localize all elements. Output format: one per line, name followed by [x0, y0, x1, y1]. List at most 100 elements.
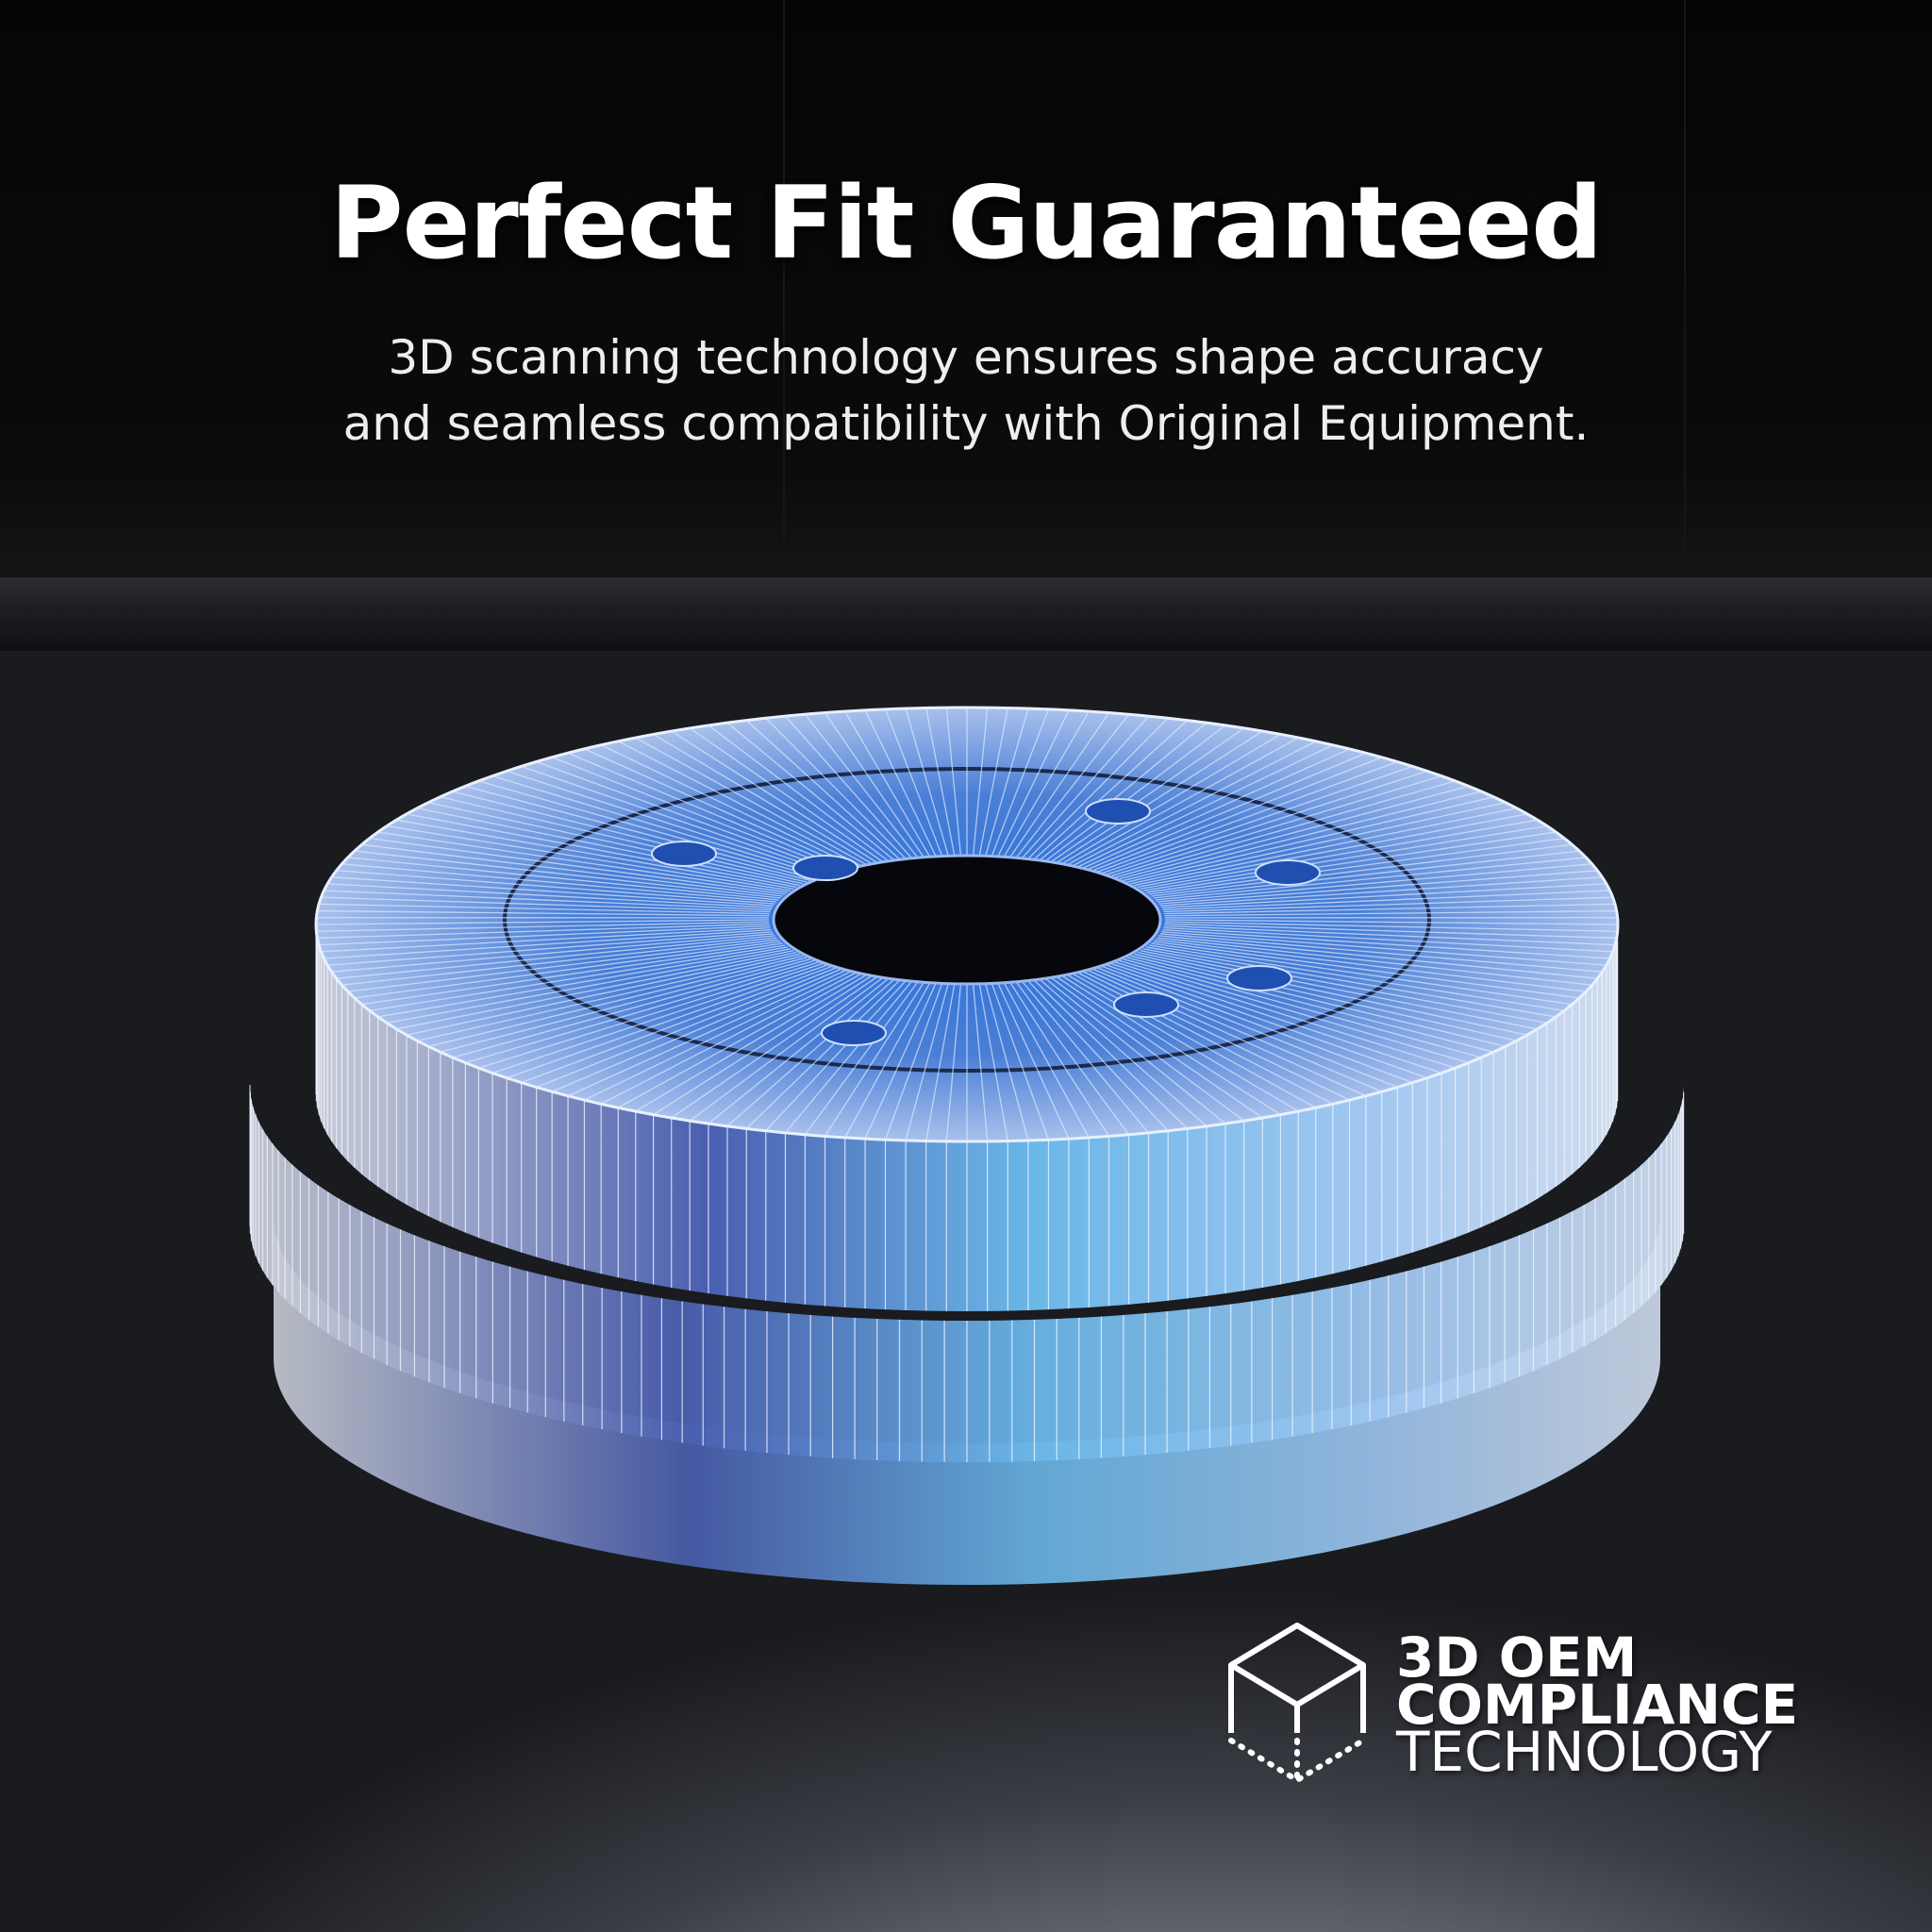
radial-wire [600, 744, 857, 868]
radial-wire [354, 850, 781, 899]
radial-wire [440, 957, 808, 1053]
radial-wire [331, 876, 774, 907]
radial-wire [745, 979, 901, 1129]
radial-wire [905, 983, 949, 1141]
radial-wire [1083, 748, 1350, 869]
radial-wire [1015, 981, 1130, 1136]
radial-wire [1102, 765, 1413, 874]
radial-wire [341, 937, 777, 986]
headline-subtitle-line1: 3D scanning technology ensures shape acc… [388, 330, 1544, 385]
radial-wire [1107, 964, 1428, 1079]
radial-wire [1097, 760, 1398, 873]
radial-wire [491, 962, 824, 1074]
lower-flange [250, 1085, 1684, 1462]
radial-wire [406, 951, 797, 1036]
radial-wire [1148, 944, 1565, 1011]
radial-wire [396, 819, 794, 890]
radial-wire [1115, 961, 1456, 1069]
radial-wire [324, 890, 772, 911]
radial-wire [354, 941, 781, 999]
radial-wire [745, 720, 901, 860]
radial-wire [1164, 924, 1615, 946]
radial-wire [369, 838, 786, 895]
radial-wire [567, 752, 846, 870]
radial-wire [369, 944, 786, 1011]
bolt-hole [792, 855, 858, 881]
radial-wire [1126, 957, 1494, 1053]
radial-wire [1033, 979, 1189, 1129]
radial-wire [1143, 824, 1547, 891]
radial-wire [1155, 857, 1587, 901]
radial-wire [1110, 962, 1442, 1074]
radial-wire [884, 983, 943, 1141]
radial-wire [905, 708, 949, 857]
radial-wire [765, 980, 907, 1132]
radial-wire [417, 808, 800, 887]
radial-wire [844, 982, 931, 1139]
radial-wire [521, 765, 832, 874]
radial-wire [1039, 722, 1208, 861]
radial-wire [991, 983, 1050, 1141]
radial-wire [336, 935, 775, 979]
radial-wire [617, 741, 861, 867]
wireframe-cube-icon [1228, 1623, 1366, 1783]
radial-wire [465, 785, 815, 880]
radial-wire [1044, 977, 1226, 1124]
radial-wire [1123, 791, 1482, 881]
radial-wire [551, 757, 841, 872]
radial-wire [1140, 950, 1538, 1030]
radial-wire [985, 983, 1029, 1141]
radial-wire [945, 708, 962, 857]
radial-wire [1153, 850, 1580, 899]
radial-wire [387, 824, 791, 891]
radial-wire [341, 863, 777, 903]
radial-wire [315, 919, 770, 925]
radial-wire [1157, 937, 1592, 986]
radial-wire [1163, 926, 1613, 953]
radial-wire [1145, 946, 1557, 1018]
radial-wire [1123, 958, 1482, 1058]
radial-wire [1061, 975, 1281, 1116]
radial-wire [1092, 968, 1383, 1092]
radial-wire [506, 964, 827, 1079]
radial-wire [726, 722, 895, 861]
radial-wire [584, 971, 851, 1101]
radial-wire [671, 730, 878, 863]
radial-wire [1027, 717, 1169, 859]
radial-wire [689, 727, 883, 863]
radial-wire [1073, 973, 1317, 1108]
radial-wire [331, 933, 774, 973]
dark-backdrop [0, 0, 1932, 580]
radial-wire [1161, 883, 1607, 908]
radial-wire [1110, 774, 1442, 877]
radial-wire [824, 712, 924, 858]
radial-wire [396, 950, 794, 1030]
radial-wire [1158, 870, 1598, 905]
radial-wire [1027, 980, 1169, 1132]
radial-wire [347, 857, 779, 901]
radial-wire [319, 924, 770, 946]
radial-wire [584, 748, 851, 869]
radial-wire [417, 953, 800, 1041]
radial-wire [972, 708, 989, 857]
radial-wire [1056, 730, 1263, 863]
radial-wire [1151, 942, 1573, 1006]
headline-subtitle-line2: and seamless compatibility with Original… [342, 396, 1590, 451]
radial-wire [506, 770, 827, 875]
radial-wire [536, 967, 837, 1089]
radial-wire [319, 903, 770, 915]
radial-wire [617, 973, 861, 1108]
radial-wire [1119, 785, 1469, 880]
radial-wire [1045, 724, 1226, 862]
radial-wire [1145, 831, 1557, 893]
badge-line3: TECHNOLOGY [1396, 1720, 1773, 1784]
radial-wire [327, 883, 773, 908]
badge-line2: COMPLIANCE [1396, 1673, 1799, 1737]
radial-wire [1003, 710, 1090, 858]
radial-wire [689, 977, 883, 1122]
radial-wire [1067, 974, 1299, 1112]
radial-wire [1022, 715, 1149, 859]
radial-wire [864, 982, 937, 1140]
radial-wire [406, 813, 797, 889]
